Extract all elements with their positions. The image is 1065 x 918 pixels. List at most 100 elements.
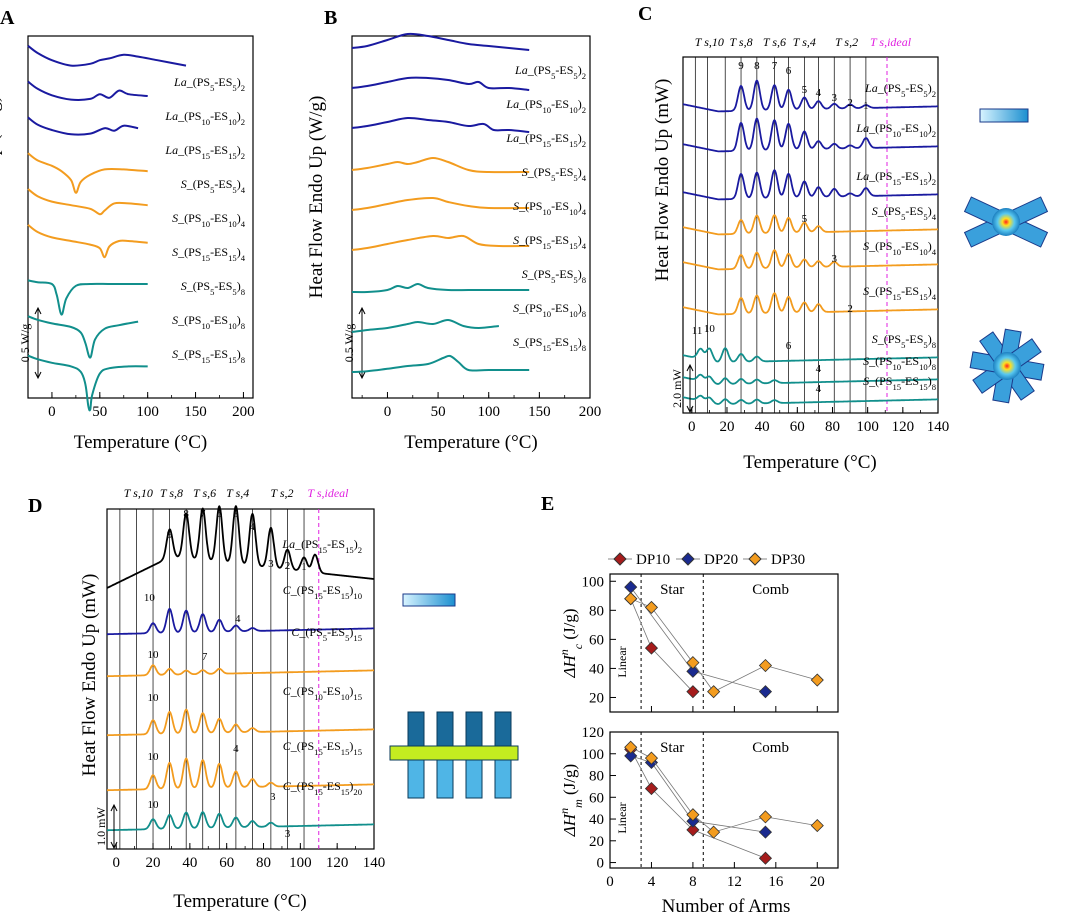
label-part: C [283,779,292,793]
label-part: _(PS [877,204,901,218]
label-part: 8 [932,340,936,350]
dsc-curve [27,188,148,216]
peak-number: 9 [167,529,173,541]
label-part: 8 [932,362,936,372]
label-part: 15 [892,177,901,187]
x-tick-label: 200 [579,404,602,420]
label-part: S [181,177,187,191]
scatter-connector [630,749,766,859]
label-part: 20 [353,787,362,797]
label-part: -ES [323,739,341,753]
label-part: 4 [241,253,246,263]
y-tick-label: 60 [589,790,604,806]
peak-number: 11 [692,325,703,337]
label-part: 5 [923,340,927,350]
label-part: -ES [905,332,923,346]
dsc-curve [351,196,530,211]
peak-number: 4 [235,613,241,625]
label-part: _(PS [177,143,201,157]
label-part: 4 [932,212,937,222]
x-tick-label: 8 [689,874,697,890]
label-part: -ES [210,143,228,157]
label-part: -ES [210,109,228,123]
series-label: S_(PS10-ES10)8 [863,354,936,372]
label-part: -ES [901,121,919,135]
label-part: _(PS [177,313,201,327]
label-part: 15 [201,253,210,263]
scatter-point [707,825,721,839]
plot-frame [27,35,254,399]
peak-number: 5 [233,508,239,520]
label-part: ) [237,347,241,361]
label-part: 10 [314,692,323,702]
y-tick-label: 40 [589,661,604,677]
y-axis-title: Heat Flow Endo Up (W/g) [306,96,327,299]
dsc-curve [351,32,530,51]
scale-bar-label: 1.0 mW [94,807,108,846]
label-part: 5 [551,173,555,183]
scale-bar-arrow [686,405,694,414]
scatter-point [644,782,659,796]
label-part: 10 [201,219,210,229]
dsc-curve [682,347,938,363]
series-label: S_(PS5-ES5)4 [181,177,246,195]
scatter-point [686,808,700,822]
label-part: -ES [555,267,573,281]
label-part: S [522,267,528,281]
label-part: 15 [892,382,901,392]
label-part: 5 [210,185,214,195]
label-part: ) [578,199,582,213]
label-part: c [571,643,585,649]
x-tick-label: 150 [528,404,551,420]
label-part: 10 [201,117,210,127]
legend-label: DP20 [704,552,738,568]
label-part: 8 [241,355,245,365]
series-label: La_(PS5-ES5)2 [864,81,936,99]
y-axis-title: Heat Flow Endo Up (mW) [79,574,100,777]
label-part: S [181,279,187,293]
label-part: _(PS [290,779,314,793]
scatter-point [624,592,638,606]
series-label: La_(PS10-ES10)2 [164,109,245,127]
scale-bar-label: 2.0 mW [670,369,684,408]
peak-number: 4 [816,87,822,99]
peak-number: 10 [148,799,160,811]
label-part: 4 [241,219,246,229]
label-part: -ES [214,177,232,191]
plot-frame [682,56,939,414]
x-tick-label: 120 [326,855,349,871]
label-part: ΔH [560,812,579,837]
dsc-curve [27,45,187,67]
label-part: ) [578,233,582,247]
label-part: 15 [542,241,551,251]
label-part: -ES [327,625,345,639]
comb-tooth [465,759,483,799]
x-tick-label: 50 [431,404,446,420]
label-part: 10 [892,362,901,372]
label-part: -ES [555,165,573,179]
label-part: -ES [551,301,569,315]
label-part: 10 [542,207,551,217]
label-part: ) [354,537,358,551]
label-part: ) [928,204,932,218]
label-part: _(PS [518,97,542,111]
label-part: 2 [932,177,936,187]
scale-bar-arrow [34,306,42,315]
label-part: ) [578,335,582,349]
label-part: C [283,583,292,597]
label-part: ) [578,131,582,145]
x-tick-label: 0 [688,419,696,435]
peak-number: 3 [831,253,837,265]
label-part: 15 [228,151,237,161]
label-part: 10 [353,591,362,601]
label-part: _(PS [868,169,892,183]
region-label: Star [660,740,684,756]
x-tick-label: 60 [790,419,805,435]
series-label: La_(PS5-ES5)2 [514,63,586,81]
dsc-curve [682,117,938,153]
series-label: S_(PS10-ES10)4 [513,199,587,217]
label-part: S [513,199,519,213]
scale-bar-arrow [358,371,366,380]
label-part: 10 [919,129,928,139]
label-part: _(PS [177,211,201,225]
